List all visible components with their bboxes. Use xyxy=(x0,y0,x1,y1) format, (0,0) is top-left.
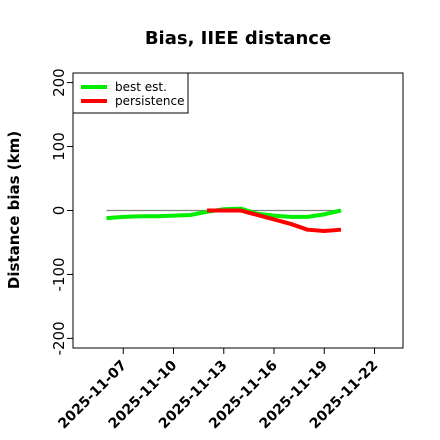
chart-title: Bias, IIEE distance xyxy=(145,28,331,49)
y-tick-label: 0 xyxy=(50,206,68,216)
series-layer xyxy=(106,206,342,233)
y-tick-label: 200 xyxy=(50,68,68,97)
legend-label: best est. xyxy=(115,80,167,94)
y-tick-label: -200 xyxy=(50,321,68,355)
legend: best est.persistence xyxy=(72,72,189,114)
x-axis: 2025-11-072025-11-102025-11-132025-11-16… xyxy=(55,348,381,432)
legend-box xyxy=(72,72,189,114)
y-axis-label: Distance bias (km) xyxy=(5,131,23,289)
y-tick-label: -100 xyxy=(50,257,68,291)
legend-label: persistence xyxy=(115,94,184,108)
y-axis: -200 -100 0 100 200 xyxy=(50,68,73,355)
y-tick-label: 100 xyxy=(50,132,68,161)
